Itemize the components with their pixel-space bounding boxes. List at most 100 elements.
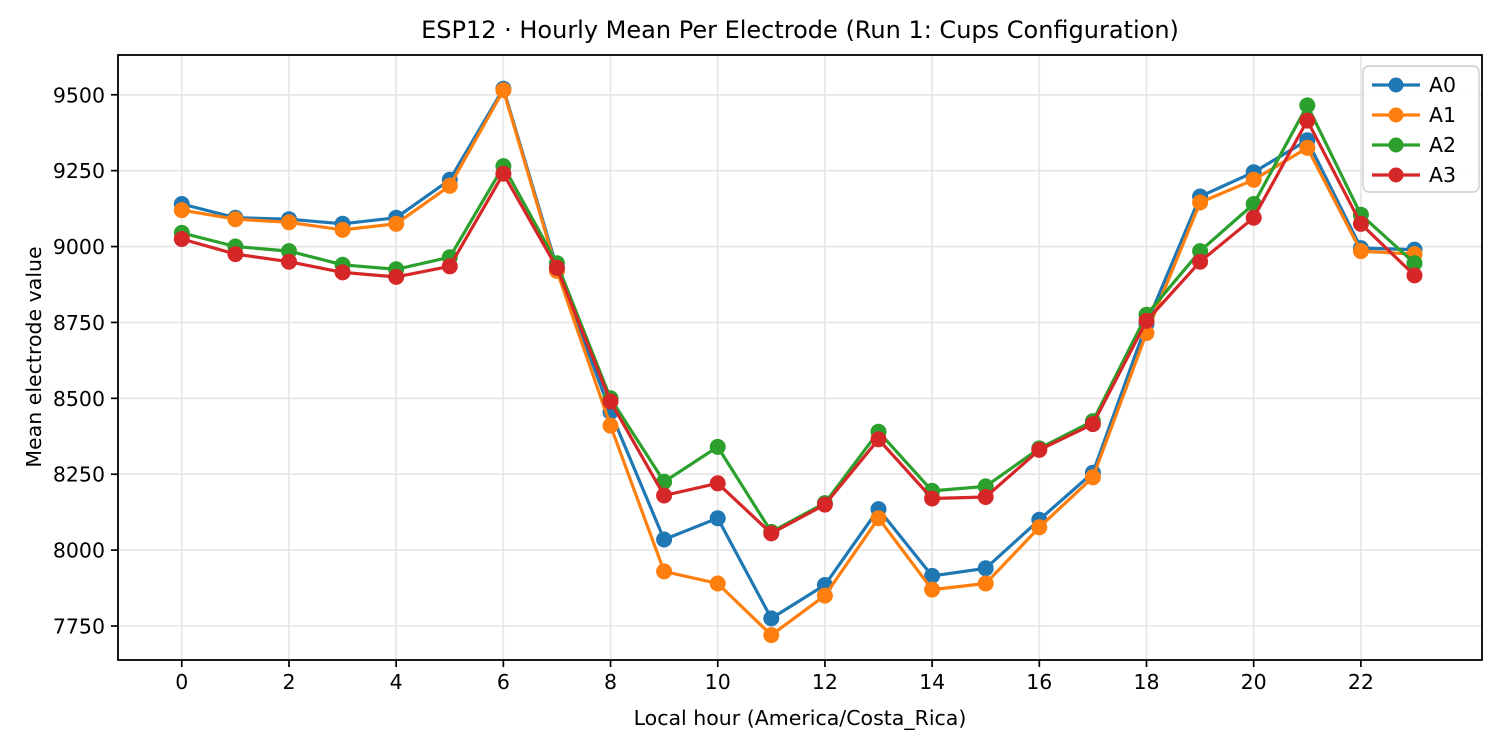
series-line-A2 — [181, 103, 1416, 534]
A1-point — [656, 563, 673, 580]
legend-marker — [1388, 107, 1404, 123]
x-tick-label: 8 — [604, 670, 617, 694]
A3-point — [816, 496, 833, 513]
A0-point — [656, 531, 673, 548]
A0-point — [709, 510, 726, 527]
y-tick-label: 8000 — [53, 539, 105, 563]
A1-point — [495, 82, 512, 99]
x-tick-label: 22 — [1348, 670, 1374, 694]
y-axis-label: Mean electrode value — [22, 246, 46, 468]
legend-entry-A3: A3 — [1372, 163, 1456, 187]
A1-point — [1299, 139, 1316, 156]
A1-point — [763, 627, 780, 644]
series-A3 — [173, 112, 1423, 542]
A3-point — [388, 268, 405, 285]
A1-point — [1084, 469, 1101, 486]
A3-point — [1352, 215, 1369, 232]
A3-point — [441, 258, 458, 275]
A1-point — [388, 215, 405, 232]
A1-point — [441, 177, 458, 194]
A3-point — [1299, 112, 1316, 129]
A3-point — [281, 253, 297, 270]
series-A1 — [173, 82, 1423, 644]
legend: A0 A1 A2 A3 — [1362, 65, 1480, 193]
A3-point — [1084, 416, 1101, 433]
A0-point — [924, 567, 941, 584]
x-tick-label: 18 — [1133, 670, 1159, 694]
A2-point — [1406, 255, 1423, 272]
y-tick-label: 7750 — [53, 615, 105, 639]
legend-label: A3 — [1429, 163, 1456, 187]
A3-point — [763, 525, 780, 542]
legend-box — [1362, 65, 1480, 193]
A3-point — [1192, 253, 1209, 270]
A1-point — [870, 510, 887, 527]
A2-point — [1299, 97, 1316, 114]
A3-point — [870, 431, 887, 448]
A3-point — [656, 487, 673, 504]
legend-marker — [1388, 77, 1404, 93]
plot-border — [117, 54, 1483, 661]
A1-point — [1031, 519, 1048, 536]
A1-point — [924, 581, 941, 598]
legend-label: A1 — [1429, 103, 1456, 127]
legend-entry-A1: A1 — [1372, 103, 1456, 127]
A1-point — [816, 587, 833, 604]
A0-point — [977, 560, 994, 577]
A3-point — [227, 246, 244, 263]
legend-entry-A0: A0 — [1372, 73, 1456, 97]
legend-label: A2 — [1429, 133, 1456, 157]
A1-point — [1245, 171, 1262, 188]
x-tick-label: 12 — [812, 670, 838, 694]
A3-point — [1138, 312, 1155, 329]
y-tick-label: 8750 — [53, 311, 105, 335]
x-tick-label: 16 — [1026, 670, 1052, 694]
legend-marker — [1388, 137, 1404, 153]
x-tick-label: 14 — [919, 670, 945, 694]
legend-entry-A2: A2 — [1372, 133, 1456, 157]
A0-point — [763, 610, 780, 627]
legend-label: A0 — [1429, 73, 1456, 97]
x-axis-label: Local hour (America/Costa_Rica) — [633, 706, 967, 730]
A3-point — [495, 165, 512, 182]
A1-point — [334, 221, 351, 238]
A3-point — [548, 259, 565, 276]
y-tick-label: 8250 — [53, 463, 105, 487]
A3-point — [1031, 441, 1048, 458]
A3-point — [334, 264, 351, 281]
x-tick-label: 20 — [1241, 670, 1267, 694]
y-tick-label: 9250 — [53, 159, 105, 183]
x-tick-label: 6 — [497, 670, 510, 694]
A3-point — [977, 489, 994, 505]
A1-point — [227, 211, 244, 228]
A3-point — [173, 231, 190, 247]
y-axis: 7750 8000 8250 8500 8750 9000 9250 9500 — [53, 83, 118, 639]
A1-point — [1192, 194, 1209, 211]
x-tick-label: 4 — [390, 670, 403, 694]
grid — [118, 55, 1482, 660]
A3-point — [709, 475, 726, 492]
series-line-A0 — [181, 87, 1415, 621]
series-line-A3 — [181, 118, 1416, 536]
x-tick-label: 2 — [282, 670, 295, 694]
A1-point — [281, 214, 297, 231]
x-tick-label: 0 — [175, 670, 188, 694]
A1-point — [1352, 243, 1369, 260]
A3-point — [1245, 209, 1262, 226]
A1-point — [602, 417, 619, 434]
A3-point — [1406, 267, 1423, 284]
legend-marker — [1388, 167, 1404, 183]
chart-title: ESP12 · Hourly Mean Per Electrode (Run 1… — [421, 16, 1179, 44]
series-A0 — [173, 80, 1423, 627]
A2-point — [709, 438, 726, 455]
A1-point — [173, 202, 190, 219]
y-tick-label: 9000 — [53, 235, 105, 259]
x-tick-label: 10 — [705, 670, 731, 694]
series-line-A1 — [181, 88, 1415, 637]
A1-point — [977, 575, 994, 592]
A3-point — [602, 393, 619, 410]
A3-point — [924, 490, 941, 507]
y-tick-label: 8500 — [53, 387, 105, 411]
